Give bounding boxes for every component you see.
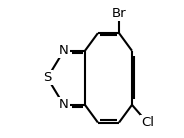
Text: Cl: Cl [141,116,154,129]
Text: N: N [59,98,69,111]
Text: S: S [43,71,52,84]
Text: Br: Br [112,7,126,20]
Text: N: N [59,44,69,57]
